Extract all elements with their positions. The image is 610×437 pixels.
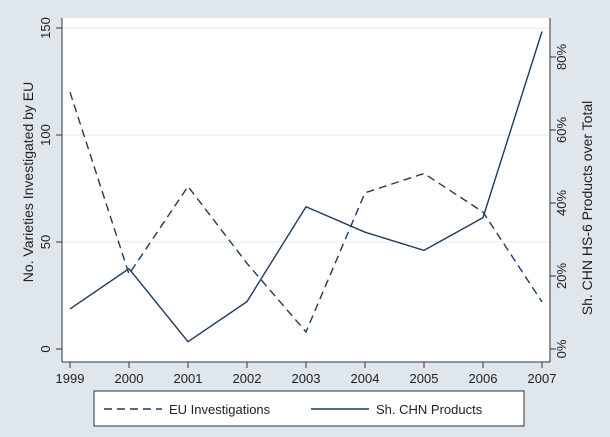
plot-area xyxy=(62,18,550,362)
left-tick-label: 100 xyxy=(38,124,53,146)
x-tick-label: 2000 xyxy=(115,371,144,386)
x-tick-label: 2006 xyxy=(469,371,498,386)
left-axis-title: No. Varieties Investigated by EU xyxy=(20,82,36,283)
series-layer xyxy=(69,31,543,343)
legend: EU Investigations Sh. CHN Products xyxy=(93,390,525,427)
x-tick-label: 2001 xyxy=(174,371,203,386)
x-tick-label: 2002 xyxy=(233,371,262,386)
left-tick-label: 0 xyxy=(38,345,53,352)
left-tick-label: 150 xyxy=(38,17,53,39)
grid-lines xyxy=(62,27,550,243)
right-tick-label: 40% xyxy=(554,190,569,216)
x-tick-label: 2003 xyxy=(292,371,321,386)
x-tick-label: 2004 xyxy=(351,371,380,386)
x-tick-label: 2005 xyxy=(410,371,439,386)
series-line-eu-investigations xyxy=(69,91,543,334)
right-tick-label: 0% xyxy=(554,339,569,358)
right-tick-label: 60% xyxy=(554,117,569,143)
legend-box xyxy=(93,390,525,427)
right-axis-title: Sh. CHN HS-6 Products over Total xyxy=(579,101,595,316)
legend-label-eu-investigations: EU Investigations xyxy=(169,402,271,417)
right-tick-label: 80% xyxy=(554,44,569,70)
x-tick-label: 2007 xyxy=(528,371,557,386)
left-tick-label: 50 xyxy=(38,235,53,249)
x-tick-label: 1999 xyxy=(56,371,85,386)
axes: 0 50 100 150 0% 20% 40% 60% 80% 1999 2000 2001 2002 2… xyxy=(38,17,569,386)
legend-label-sh-chn-products: Sh. CHN Products xyxy=(376,402,483,417)
series-line-sh-chn-products xyxy=(69,31,543,343)
right-tick-label: 20% xyxy=(554,263,569,289)
